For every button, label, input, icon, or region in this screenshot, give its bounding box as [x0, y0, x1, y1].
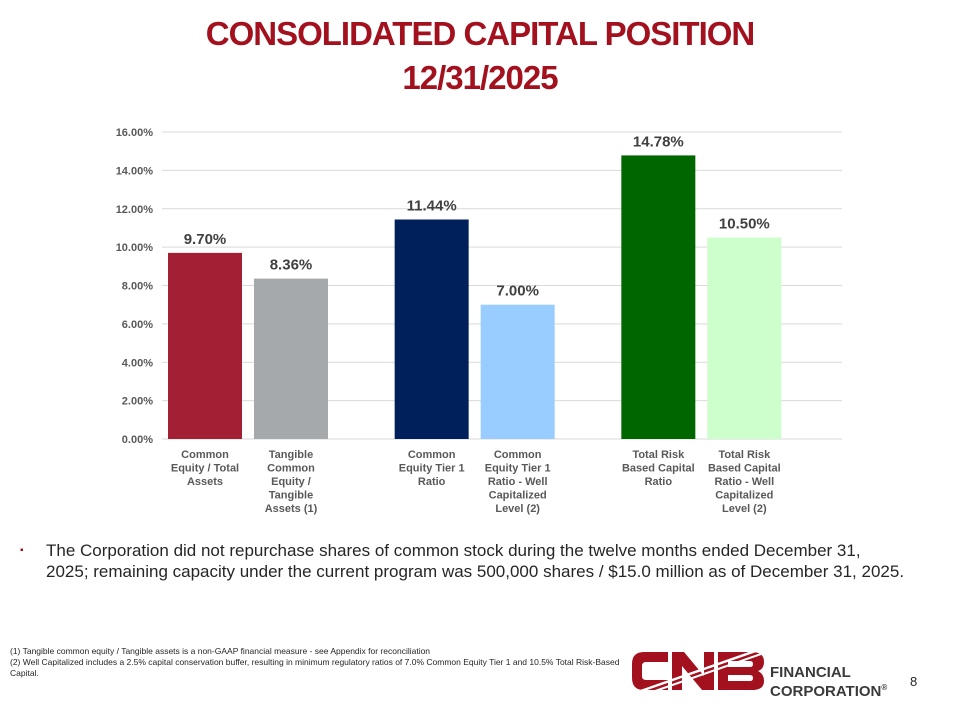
logo-text-line1: FINANCIAL	[770, 664, 851, 681]
bar	[394, 219, 469, 439]
bar	[621, 155, 696, 439]
y-tick-label: 4.00%	[122, 357, 153, 369]
y-tick-label: 0.00%	[122, 434, 153, 446]
footnote-2: (2) Well Capitalized includes a 2.5% cap…	[10, 657, 620, 678]
category-label: Common	[181, 449, 229, 461]
data-label: 10.50%	[719, 216, 770, 233]
logo-text-line2: CORPORATION	[770, 683, 882, 700]
category-label: Ratio - Well	[714, 476, 774, 488]
footnotes: (1) Tangible common equity / Tangible as…	[10, 646, 620, 679]
cnb-logo-mark	[632, 646, 765, 698]
y-tick-label: 8.00%	[122, 281, 153, 293]
category-label: Level (2)	[495, 503, 540, 515]
y-tick-label: 2.00%	[122, 396, 153, 408]
cnb-logo: FINANCIAL CORPORATION®	[628, 644, 898, 700]
y-tick-label: 14.00%	[116, 165, 154, 177]
category-label: Capitalized	[715, 490, 773, 502]
footnote-1: (1) Tangible common equity / Tangible as…	[10, 646, 431, 656]
category-label: Assets (1)	[265, 503, 318, 515]
category-label: Based Capital	[708, 463, 781, 475]
category-label: Equity /	[271, 476, 311, 488]
bar	[707, 237, 782, 439]
category-label: Based Capital	[622, 463, 695, 475]
bar	[168, 252, 242, 439]
y-tick-label: 10.00%	[116, 242, 154, 254]
category-label: Equity Tier 1	[399, 463, 465, 475]
category-label: Ratio	[418, 476, 446, 488]
category-label: Ratio - Well	[488, 476, 548, 488]
slide-title: CONSOLIDATED CAPITAL POSITION 12/31/2025	[0, 12, 960, 100]
category-label: Level (2)	[722, 503, 767, 515]
bar	[254, 278, 328, 439]
category-label: Common	[408, 449, 456, 461]
category-label: Common	[267, 463, 315, 475]
y-tick-label: 6.00%	[122, 319, 153, 331]
bullet-marker: ▪	[20, 545, 24, 556]
category-label: Total Risk	[718, 449, 771, 461]
category-label: Ratio	[645, 476, 673, 488]
capital-ratio-bar-chart: 0.00% 2.00% 4.00% 6.00% 8.00% 10.00% 12.00% 14.…	[116, 127, 842, 515]
logo-text: FINANCIAL CORPORATION®	[770, 665, 887, 699]
category-label: Tangible	[269, 490, 313, 502]
category-label: Equity / Total	[171, 463, 239, 475]
title-line-1: CONSOLIDATED CAPITAL POSITION	[205, 15, 756, 52]
title-line-2: 12/31/2025	[402, 59, 558, 96]
category-label: Common	[494, 449, 542, 461]
data-label: 7.00%	[496, 283, 539, 300]
data-label: 14.78%	[633, 133, 684, 150]
data-label: 11.44%	[407, 197, 457, 214]
category-label: Total Risk	[632, 449, 685, 461]
y-tick-label: 12.00%	[116, 204, 154, 216]
category-label: Capitalized	[489, 490, 547, 502]
bullet-point: ▪ The Corporation did not repurchase sha…	[20, 540, 920, 582]
category-label: Equity Tier 1	[485, 463, 551, 475]
category-label: Tangible	[269, 449, 313, 461]
category-label: Assets	[187, 476, 223, 488]
bullet-text: The Corporation did not repurchase share…	[46, 541, 905, 581]
data-label: 8.36%	[270, 257, 313, 274]
y-tick-label: 16.00%	[116, 127, 154, 139]
page-number: 8	[910, 674, 918, 689]
bar	[480, 304, 555, 439]
data-label: 9.70%	[184, 231, 227, 248]
registered-mark: ®	[881, 683, 888, 692]
